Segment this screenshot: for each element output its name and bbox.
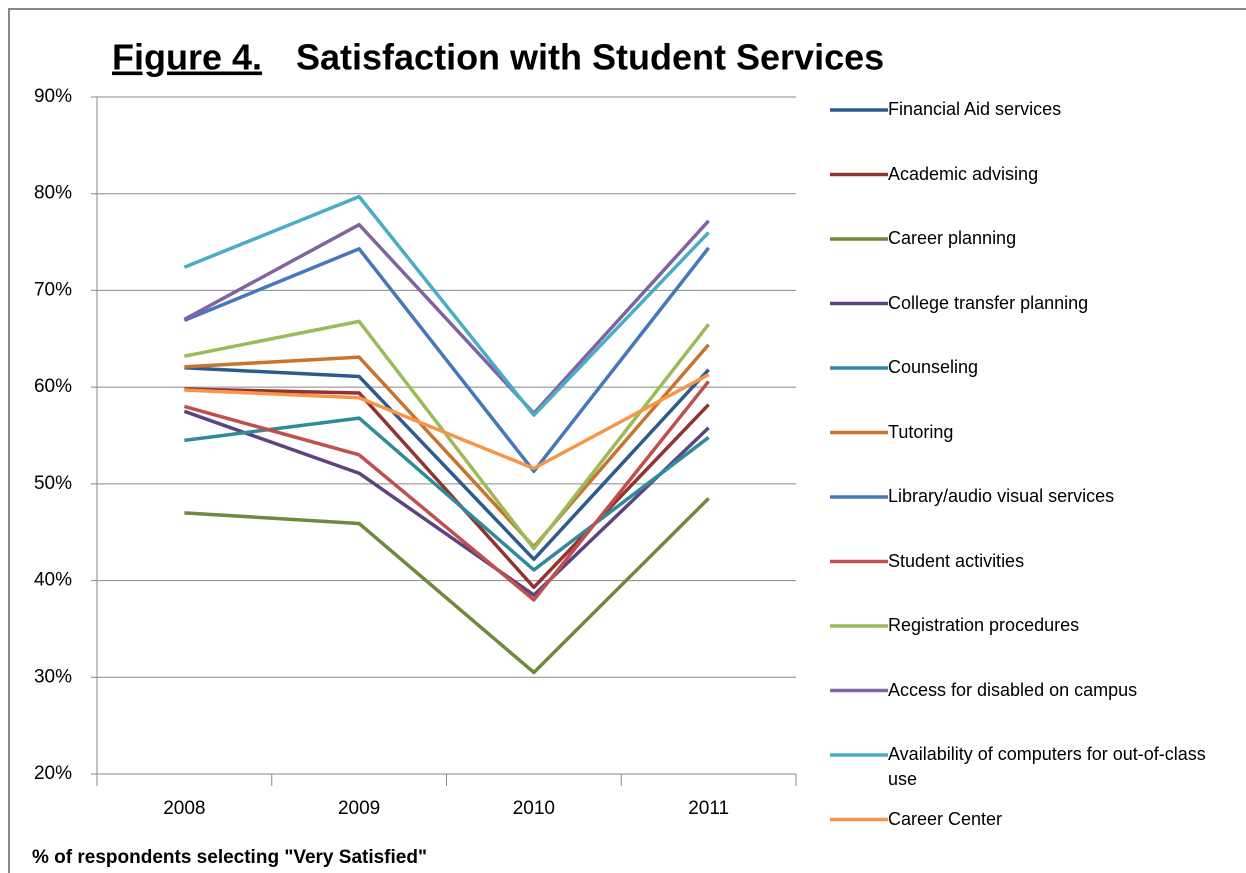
series-line [183, 380, 710, 602]
series-line [183, 246, 711, 474]
legend-label: Access for disabled on campus [888, 679, 1138, 700]
legend-label: Career planning [888, 228, 1017, 248]
y-tick-label: 60% [34, 376, 72, 397]
x-tick-label: 2010 [513, 798, 555, 819]
series-line [184, 319, 711, 551]
legend-label: College transfer planning [888, 292, 1089, 313]
series-line [184, 366, 710, 562]
series-line [184, 373, 710, 471]
x-tick-label: 2008 [163, 798, 205, 819]
y-tick-label: 90% [34, 86, 72, 107]
series-line [183, 219, 710, 416]
y-tick-label: 40% [34, 570, 72, 591]
legend-label: Career Center [888, 808, 1003, 829]
chart-border [8, 8, 1246, 873]
series-line [184, 387, 710, 590]
series-line [183, 194, 710, 417]
figure-label: Figure 4. [112, 37, 262, 78]
y-tick-label: 70% [34, 279, 72, 300]
legend-label: Counseling [888, 357, 979, 377]
chart-title: Satisfaction with Student Services [296, 37, 884, 78]
x-tick-label: 2011 [688, 798, 729, 819]
series-line [184, 343, 710, 549]
legend-label: Academic advising [888, 163, 1039, 184]
series-line [184, 497, 710, 675]
series-line [183, 409, 710, 597]
axis-label: % of respondents selecting "Very Satisfi… [32, 847, 427, 868]
y-tick-label: 30% [34, 666, 72, 687]
legend-label: Registration procedures [888, 615, 1080, 635]
legend-label: Availability of computers for out-of-cla… [888, 744, 1206, 789]
x-tick-label: 2009 [338, 798, 380, 819]
y-tick-label: 20% [34, 763, 72, 784]
legend-label: Financial Aid services [888, 99, 1062, 119]
legend-label: Library/audio visual services [888, 486, 1115, 506]
legend-label: Student activities [888, 550, 1025, 571]
y-tick-label: 50% [34, 473, 72, 494]
y-tick-label: 80% [34, 183, 72, 204]
legend-label: Tutoring [888, 421, 954, 442]
